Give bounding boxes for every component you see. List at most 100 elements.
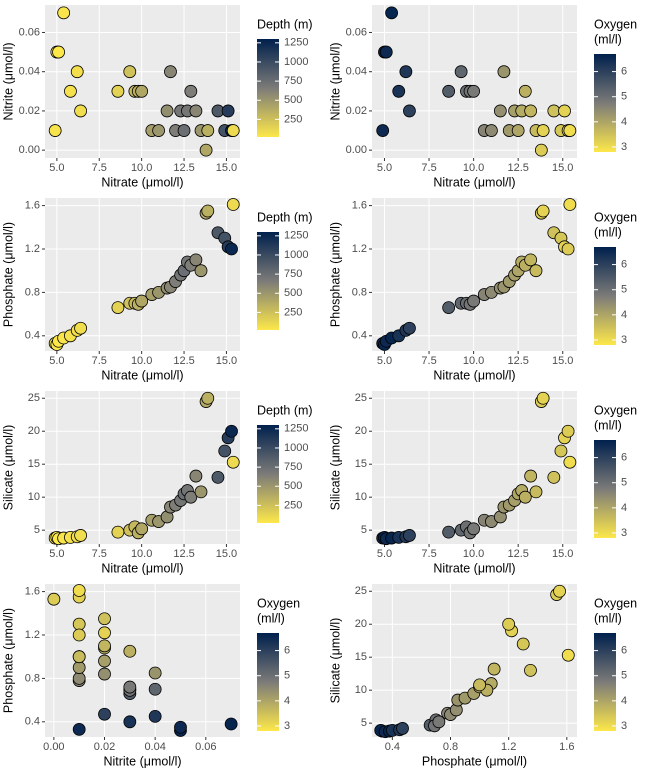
point	[554, 444, 568, 458]
x-tick-label: 1.6	[559, 741, 574, 753]
legend-title: Oxygen	[594, 210, 637, 224]
point	[194, 485, 208, 499]
point	[221, 104, 235, 118]
y-tick-label: 0.4	[25, 716, 40, 728]
point	[226, 198, 240, 211]
legend-title: Depth (m)	[257, 210, 313, 224]
x-tick-label: 7.5	[92, 548, 107, 560]
colorbar-label: 500	[284, 480, 302, 492]
x-tick-label: 5.0	[49, 548, 64, 560]
x-tick-label: 7.5	[421, 355, 436, 367]
y-tick-label: 0.04	[346, 66, 367, 78]
colorbar-label: 500	[284, 287, 302, 299]
colorbar-label: 3	[621, 141, 627, 153]
point	[561, 242, 575, 256]
x-tick-label: 5.0	[49, 355, 64, 367]
y-tick-label: 20	[28, 425, 40, 437]
point	[224, 717, 238, 731]
point	[74, 529, 88, 542]
legend-title: Oxygen	[594, 403, 637, 417]
point	[511, 124, 525, 137]
legend-title: Depth (m)	[257, 17, 313, 31]
y-tick-label: 10	[355, 491, 367, 503]
point	[467, 522, 481, 536]
point	[536, 204, 550, 218]
point	[225, 424, 238, 438]
point	[72, 628, 86, 642]
point	[553, 584, 566, 598]
point	[72, 650, 86, 664]
y-tick-label: 1.2	[25, 243, 40, 255]
point	[177, 124, 191, 137]
plot-background	[372, 584, 577, 737]
x-axis-title: Nitrate (μmol/l)	[433, 561, 515, 575]
point	[563, 455, 577, 469]
legend-title: (ml/l)	[257, 611, 285, 625]
point	[502, 617, 516, 631]
colorbar	[594, 633, 616, 731]
point	[57, 6, 71, 20]
x-tick-label: 0.06	[195, 741, 216, 753]
x-tick-label: 7.5	[92, 355, 107, 367]
point	[164, 65, 177, 79]
point	[199, 143, 213, 157]
colorbar-label: 1000	[284, 56, 308, 68]
y-tick-label: 5	[361, 524, 367, 536]
x-tick-label: 7.5	[421, 162, 436, 174]
y-tick-label: 0.4	[25, 330, 40, 342]
point	[376, 124, 390, 137]
y-tick-label: 15	[355, 458, 367, 470]
y-axis-title: Phosphate (μmol/l)	[1, 608, 15, 713]
point	[184, 490, 198, 504]
legend-title: Oxygen	[594, 17, 637, 31]
legend-title: (ml/l)	[594, 418, 622, 432]
point	[135, 522, 149, 536]
x-tick-label: 7.5	[421, 548, 436, 560]
point	[135, 84, 149, 98]
x-tick-label: 12.5	[507, 548, 528, 560]
x-axis-title: Nitrate (μmol/l)	[101, 368, 183, 382]
plot-background	[45, 391, 240, 544]
colorbar-label: 6	[621, 258, 627, 270]
point	[403, 529, 416, 542]
y-axis-title: Silicate (μmol/l)	[1, 425, 15, 511]
point	[135, 294, 149, 308]
x-tick-label: 15.0	[216, 162, 237, 174]
y-tick-label: 5	[34, 524, 40, 536]
colorbar-label: 250	[284, 499, 302, 511]
colorbar-label: 4	[621, 502, 627, 514]
point	[174, 720, 187, 734]
y-tick-label: 10	[28, 491, 40, 503]
colorbar-label: 5	[621, 670, 627, 682]
x-tick-label: 0.4	[385, 741, 400, 753]
y-tick-label: 0.4	[352, 330, 367, 342]
point	[442, 84, 456, 98]
colorbar-label: 500	[284, 94, 302, 106]
point	[148, 682, 162, 696]
colorbar-label: 5	[621, 91, 627, 103]
y-tick-label: 0.00	[19, 144, 40, 156]
point	[111, 84, 125, 98]
y-tick-label: 0.02	[19, 105, 40, 117]
point	[47, 592, 61, 606]
point	[563, 198, 577, 211]
y-tick-label: 25	[355, 585, 367, 597]
colorbar-label: 750	[284, 268, 302, 280]
point	[64, 84, 77, 98]
point	[485, 124, 498, 137]
point	[524, 663, 537, 677]
colorbar-label: 1000	[284, 249, 308, 261]
y-tick-label: 0.8	[25, 286, 40, 298]
point	[189, 253, 203, 267]
point	[442, 301, 456, 314]
point	[226, 455, 240, 469]
colorbar-label: 750	[284, 75, 302, 87]
point	[123, 65, 137, 79]
y-tick-label: 20	[355, 425, 367, 437]
point	[497, 65, 511, 79]
point	[563, 124, 577, 137]
colorbar-label: 750	[284, 461, 302, 473]
y-tick-label: 0.06	[19, 26, 40, 38]
point	[432, 715, 446, 729]
